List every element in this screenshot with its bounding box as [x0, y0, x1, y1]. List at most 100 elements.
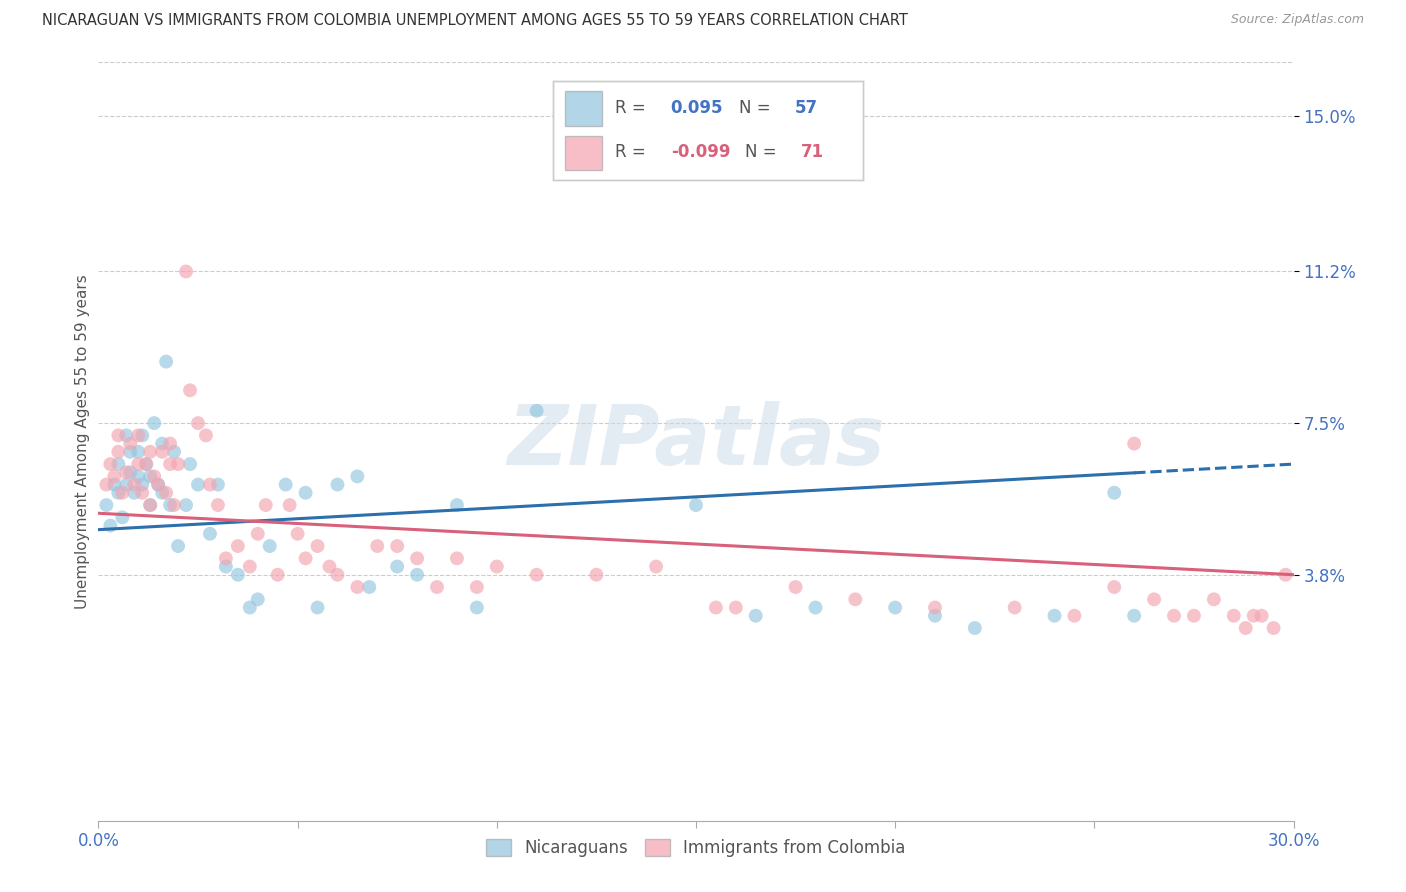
Point	[1250, 608, 1272, 623]
Point	[1263, 621, 1285, 635]
Point	[366, 539, 388, 553]
Point	[239, 559, 262, 574]
Point	[1004, 600, 1026, 615]
Point	[724, 600, 747, 615]
Point	[107, 428, 129, 442]
Point	[115, 477, 138, 491]
Point	[359, 580, 381, 594]
Point	[135, 457, 157, 471]
Point	[96, 498, 118, 512]
Point	[167, 539, 190, 553]
Point	[107, 485, 129, 500]
Point	[287, 526, 309, 541]
Point	[187, 477, 209, 491]
Point	[131, 485, 153, 500]
Point	[704, 600, 727, 615]
Point	[1234, 621, 1257, 635]
Text: ZIPatlas: ZIPatlas	[508, 401, 884, 482]
Point	[163, 444, 186, 458]
Y-axis label: Unemployment Among Ages 55 to 59 years: Unemployment Among Ages 55 to 59 years	[75, 274, 90, 609]
Point	[645, 559, 668, 574]
Point	[120, 465, 142, 479]
Point	[246, 592, 269, 607]
Point	[115, 428, 138, 442]
Point	[174, 264, 197, 278]
Point	[107, 444, 129, 458]
Point	[139, 498, 162, 512]
Point	[198, 526, 221, 541]
Point	[215, 559, 238, 574]
Point	[1104, 485, 1126, 500]
Point	[139, 498, 162, 512]
Point	[465, 580, 488, 594]
Point	[226, 567, 249, 582]
Point	[150, 436, 173, 450]
Point	[246, 526, 269, 541]
Point	[267, 567, 290, 582]
Point	[254, 498, 277, 512]
Point	[1223, 608, 1246, 623]
Point	[1123, 436, 1146, 450]
Point	[406, 567, 429, 582]
Point	[167, 457, 190, 471]
Text: NICARAGUAN VS IMMIGRANTS FROM COLOMBIA UNEMPLOYMENT AMONG AGES 55 TO 59 YEARS CO: NICARAGUAN VS IMMIGRANTS FROM COLOMBIA U…	[42, 13, 908, 29]
Point	[127, 444, 149, 458]
Point	[127, 457, 149, 471]
Point	[135, 457, 157, 471]
Point	[346, 580, 368, 594]
Point	[385, 559, 409, 574]
Point	[239, 600, 262, 615]
Point	[139, 469, 162, 483]
Point	[446, 551, 468, 566]
Point	[685, 498, 707, 512]
Legend: Nicaraguans, Immigrants from Colombia: Nicaraguans, Immigrants from Colombia	[478, 830, 914, 865]
Point	[195, 428, 218, 442]
Point	[143, 469, 166, 483]
Point	[924, 600, 946, 615]
Point	[1182, 608, 1205, 623]
Point	[150, 485, 173, 500]
Point	[179, 457, 201, 471]
Point	[115, 465, 138, 479]
Point	[1243, 608, 1265, 623]
Point	[111, 485, 134, 500]
Point	[127, 428, 149, 442]
Point	[124, 485, 146, 500]
Point	[226, 539, 249, 553]
Point	[963, 621, 986, 635]
Point	[526, 567, 548, 582]
Point	[1163, 608, 1185, 623]
Point	[318, 559, 340, 574]
Point	[1063, 608, 1085, 623]
Point	[98, 457, 122, 471]
Point	[294, 485, 316, 500]
Point	[294, 551, 316, 566]
Point	[426, 580, 449, 594]
Point	[159, 457, 181, 471]
Point	[120, 444, 142, 458]
Point	[143, 416, 166, 430]
Point	[1123, 608, 1146, 623]
Point	[1043, 608, 1066, 623]
Point	[127, 469, 149, 483]
Point	[326, 567, 349, 582]
Point	[259, 539, 281, 553]
Point	[155, 485, 177, 500]
Point	[804, 600, 827, 615]
Point	[174, 498, 197, 512]
Point	[148, 477, 170, 491]
Point	[111, 510, 134, 524]
Point	[307, 600, 329, 615]
Point	[526, 404, 548, 418]
Point	[131, 477, 153, 491]
Point	[1143, 592, 1166, 607]
Point	[446, 498, 468, 512]
Point	[785, 580, 807, 594]
Point	[207, 498, 229, 512]
Point	[207, 477, 229, 491]
Point	[148, 477, 170, 491]
Point	[124, 477, 146, 491]
Point	[884, 600, 907, 615]
Point	[98, 518, 122, 533]
Point	[485, 559, 508, 574]
